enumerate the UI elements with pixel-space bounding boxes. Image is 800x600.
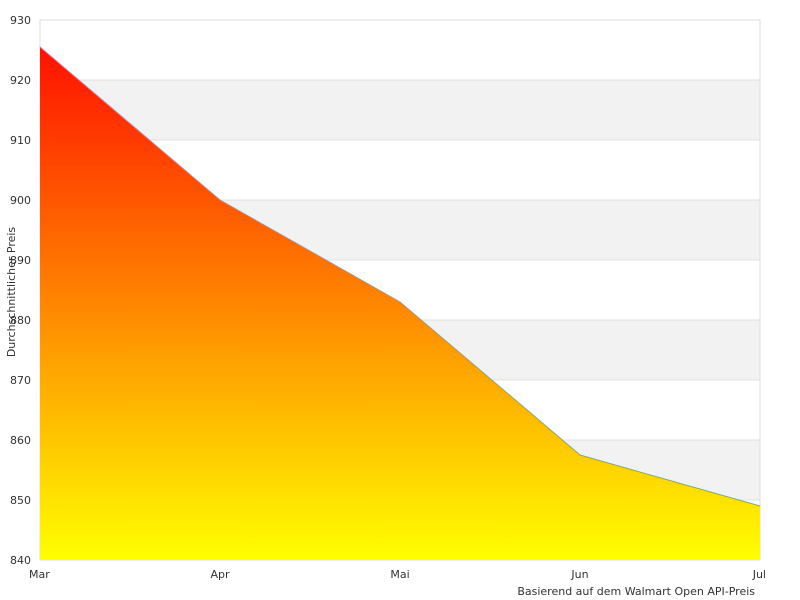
x-tick-label: Jul: [752, 568, 766, 581]
y-tick-label: 860: [10, 434, 31, 447]
data-point: [39, 46, 41, 48]
y-tick-label: 910: [10, 134, 31, 147]
y-tick-label: 870: [10, 374, 31, 387]
data-point: [579, 454, 581, 456]
x-tick-label: Jun: [570, 568, 588, 581]
x-tick-label: Mar: [29, 568, 50, 581]
y-axis-title: Durchschnittlicher Preis: [5, 227, 18, 358]
data-point: [399, 301, 401, 303]
data-point: [219, 199, 221, 201]
y-tick-label: 850: [10, 494, 31, 507]
chart-caption: Basierend auf dem Walmart Open API-Preis: [517, 585, 755, 598]
grid-band: [40, 80, 760, 140]
y-tick-label: 840: [10, 554, 31, 567]
x-tick-label: Apr: [210, 568, 230, 581]
y-tick-label: 930: [10, 14, 31, 27]
y-tick-label: 880: [10, 314, 31, 327]
y-tick-label: 890: [10, 254, 31, 267]
data-point: [759, 505, 761, 507]
x-tick-label: Mai: [390, 568, 409, 581]
y-tick-label: 900: [10, 194, 31, 207]
y-tick-label: 920: [10, 74, 31, 87]
price-area: [40, 47, 760, 560]
